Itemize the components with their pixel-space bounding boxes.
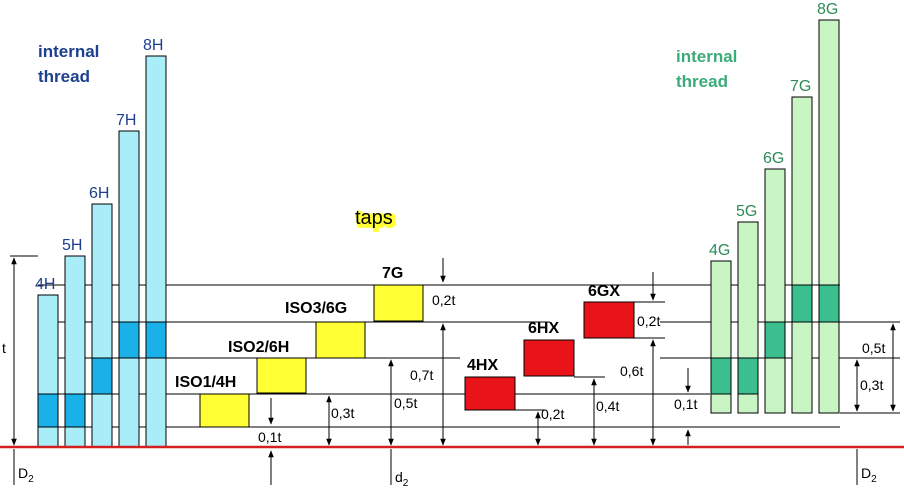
left-bar-band-7H	[118, 321, 140, 359]
dim-02t-hx: 0,2t	[637, 313, 660, 329]
right-bar-6G	[764, 168, 786, 414]
taps-label-shadow: taps	[357, 209, 395, 231]
dim-06t: 0,6t	[620, 363, 643, 379]
left-bar-band-6H	[91, 357, 113, 395]
dim-t: t	[2, 340, 6, 356]
tap-boxes	[199, 284, 635, 428]
dim-05t: 0,5t	[394, 395, 417, 411]
dim-04t: 0,4t	[596, 398, 619, 414]
dimension-lines	[11, 257, 900, 485]
right-bar-band-8G	[818, 284, 840, 323]
right-bar-8G	[818, 19, 840, 414]
left-class-labels: 4H 5H 6H 7H 8H	[35, 37, 163, 293]
right-bar-band-6G	[764, 321, 786, 359]
tap-box-iso1	[199, 393, 250, 428]
dim-r03t: 0,3t	[860, 377, 883, 393]
right-class-label-7G: 7G	[790, 78, 811, 95]
right-class-label-8G: 8G	[817, 1, 838, 18]
left-bar-7H	[118, 130, 140, 448]
right-class-label-4G: 4G	[709, 242, 730, 259]
diam-left-label: D2	[18, 465, 34, 485]
right-bar-band-4G	[710, 357, 732, 395]
left-header-line2: thread	[38, 67, 90, 86]
left-bar-8H	[145, 55, 167, 448]
dim-01t: 0,1t	[258, 429, 281, 445]
right-bars	[710, 19, 840, 414]
tap-box-6gx	[583, 301, 635, 339]
right-header-line2: thread	[676, 72, 728, 91]
right-class-labels: 4G 5G 6G 7G 8G	[709, 1, 838, 259]
right-bar-7G	[791, 96, 813, 414]
left-class-label-8H: 8H	[143, 37, 163, 54]
taps-label: taps	[355, 207, 393, 229]
diam-mid-label: d2	[395, 469, 409, 489]
tap-box-6hx	[523, 339, 575, 377]
tap-label-6gx: 6GX	[588, 283, 620, 300]
dim-02t-red: 0,2t	[541, 406, 564, 422]
diam-right-label: D2	[861, 465, 877, 485]
dim-r01t: 0,1t	[674, 396, 697, 412]
right-header-line1: internal	[676, 47, 737, 66]
left-class-label-5H: 5H	[62, 237, 82, 254]
left-class-label-6H: 6H	[89, 185, 109, 202]
left-bar-band-5H	[64, 393, 86, 428]
dim-r05t: 0,5t	[862, 340, 885, 356]
left-bar-6H	[91, 203, 113, 448]
tap-box-4hx	[464, 376, 516, 411]
tap-box-7g	[373, 284, 424, 322]
dim-02t-top: 0,2t	[432, 292, 455, 308]
left-class-label-7H: 7H	[116, 112, 136, 129]
tap-box-iso3	[315, 321, 366, 359]
right-bar-band-5G	[737, 357, 759, 395]
dim-03t: 0,3t	[331, 405, 354, 421]
left-class-label-4H: 4H	[35, 276, 55, 293]
tap-box-iso2	[256, 357, 307, 394]
right-bar-band-7G	[791, 284, 813, 323]
tap-label-iso1: ISO1/4H	[175, 374, 236, 391]
tap-label-iso3: ISO3/6G	[285, 300, 347, 317]
left-bars	[37, 55, 167, 448]
left-header-line1: internal	[38, 42, 99, 61]
tap-label-7g: 7G	[382, 265, 403, 282]
right-class-label-6G: 6G	[763, 150, 784, 167]
left-bar-band-8H	[145, 321, 167, 359]
tap-label-4hx: 4HX	[467, 357, 498, 374]
dim-07t: 0,7t	[410, 367, 433, 383]
tap-label-6hx: 6HX	[528, 320, 559, 337]
tap-label-iso2: ISO2/6H	[228, 339, 289, 356]
left-bar-band-4H	[37, 393, 59, 428]
right-class-label-5G: 5G	[736, 203, 757, 220]
